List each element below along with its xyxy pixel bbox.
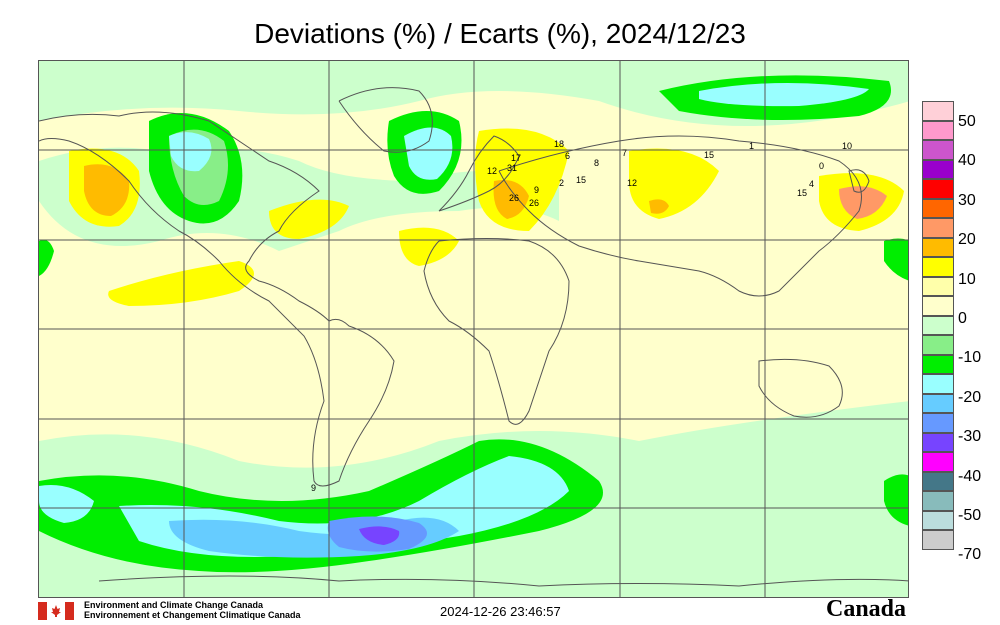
legend-swatch xyxy=(922,452,954,472)
legend-swatch xyxy=(922,354,954,374)
station-value: 12 xyxy=(487,166,497,176)
station-value: 17 xyxy=(511,153,521,163)
legend-swatch xyxy=(922,120,954,140)
legend-swatch xyxy=(922,218,954,238)
legend-swatch xyxy=(922,530,954,550)
world-map: 17 12 31 26 26 18 6 8 7 15 1 0 10 15 4 12 15 2 9 9 xyxy=(38,60,909,598)
station-value: 26 xyxy=(509,193,519,203)
station-value: 8 xyxy=(594,158,599,168)
station-value: 15 xyxy=(704,150,714,160)
station-value: 0 xyxy=(819,161,824,171)
legend-label: -70 xyxy=(958,546,982,564)
legend-swatch xyxy=(922,159,954,179)
org-name-en: Environment and Climate Change Canada xyxy=(84,600,264,610)
legend-label: -10 xyxy=(958,349,982,367)
station-value: 18 xyxy=(554,139,564,149)
generated-timestamp: 2024-12-26 23:46:57 xyxy=(440,604,561,619)
color-legend xyxy=(922,101,954,550)
org-name-fr: Environnement et Changement Climatique C… xyxy=(84,610,301,620)
legend-swatch xyxy=(922,276,954,296)
station-value: 2 xyxy=(559,178,564,188)
legend-label: 0 xyxy=(958,310,967,327)
legend-swatch xyxy=(922,413,954,433)
station-value: 9 xyxy=(311,483,316,493)
canada-flag-icon xyxy=(38,602,74,620)
legend-label: -20 xyxy=(958,388,982,406)
legend-label: 30 xyxy=(958,191,976,209)
legend-swatch xyxy=(922,179,954,199)
legend-swatch xyxy=(922,198,954,218)
legend-swatch xyxy=(922,491,954,511)
station-value: 1 xyxy=(749,141,754,151)
station-value: 12 xyxy=(627,178,637,188)
legend-swatch xyxy=(922,335,954,355)
lat-lon-grid xyxy=(39,61,908,597)
canada-wordmark: Canada xyxy=(826,596,907,622)
legend-swatch xyxy=(922,315,954,335)
station-value: 9 xyxy=(534,185,539,195)
legend-swatch xyxy=(922,471,954,491)
coastlines xyxy=(39,87,908,587)
legend-swatch xyxy=(922,432,954,452)
legend-swatch xyxy=(922,101,954,121)
legend-swatch xyxy=(922,374,954,394)
legend-label: -50 xyxy=(958,507,982,524)
legend-label: -30 xyxy=(958,428,982,446)
map-title: Deviations (%) / Ecarts (%), 2024/12/23 xyxy=(254,18,746,49)
station-value: 15 xyxy=(576,175,586,185)
legend-swatch xyxy=(922,257,954,277)
legend-swatch xyxy=(922,510,954,530)
legend-swatch xyxy=(922,393,954,413)
legend-label: 10 xyxy=(958,270,976,288)
legend-label: 40 xyxy=(958,152,976,170)
station-value: 31 xyxy=(507,163,517,173)
station-value: 15 xyxy=(797,188,807,198)
station-value: 4 xyxy=(809,179,814,189)
station-value: 26 xyxy=(529,198,539,208)
legend-label: -40 xyxy=(958,467,982,485)
legend-swatch xyxy=(922,140,954,160)
legend-swatch xyxy=(922,237,954,257)
station-value: 6 xyxy=(565,151,570,161)
legend-label: 20 xyxy=(958,231,976,249)
legend-label: 50 xyxy=(958,113,976,130)
station-value: 7 xyxy=(622,148,627,158)
station-value: 10 xyxy=(842,141,852,151)
legend-swatch xyxy=(922,296,954,316)
